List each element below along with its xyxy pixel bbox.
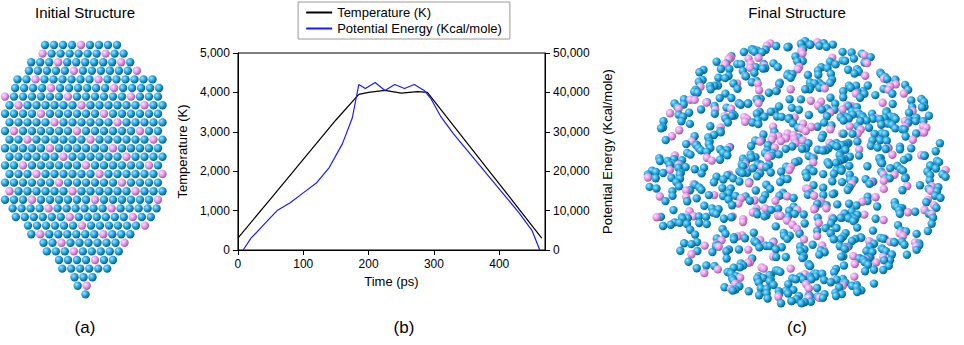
svg-text:0: 0 [235, 257, 242, 271]
svg-text:0: 0 [223, 243, 230, 257]
svg-text:400: 400 [489, 257, 509, 271]
svg-text:Potential Energy (Kcal/mole): Potential Energy (Kcal/mole) [600, 69, 615, 234]
svg-text:100: 100 [293, 257, 313, 271]
svg-text:(b): (b) [394, 318, 415, 337]
svg-text:Final Structure: Final Structure [748, 4, 846, 21]
svg-text:4,000: 4,000 [200, 85, 230, 99]
svg-text:3,000: 3,000 [200, 125, 230, 139]
svg-text:Initial Structure: Initial Structure [35, 4, 135, 21]
svg-text:0: 0 [553, 243, 560, 257]
svg-text:Temperature (K): Temperature (K) [337, 5, 431, 20]
svg-text:30,000: 30,000 [553, 125, 590, 139]
svg-text:1,000: 1,000 [200, 204, 230, 218]
svg-text:40,000: 40,000 [553, 85, 590, 99]
svg-text:5,000: 5,000 [200, 46, 230, 60]
svg-text:2,000: 2,000 [200, 164, 230, 178]
svg-text:300: 300 [424, 257, 444, 271]
svg-text:20,000: 20,000 [553, 164, 590, 178]
svg-text:Time (ps): Time (ps) [364, 274, 418, 289]
svg-text:200: 200 [359, 257, 379, 271]
svg-text:10,000: 10,000 [553, 204, 590, 218]
svg-text:(a): (a) [75, 318, 96, 337]
svg-text:Potential Energy (Kcal/mole): Potential Energy (Kcal/mole) [337, 21, 502, 36]
svg-text:(c): (c) [787, 318, 807, 337]
svg-text:Temperature (K): Temperature (K) [175, 105, 190, 199]
svg-text:50,000: 50,000 [553, 46, 590, 60]
